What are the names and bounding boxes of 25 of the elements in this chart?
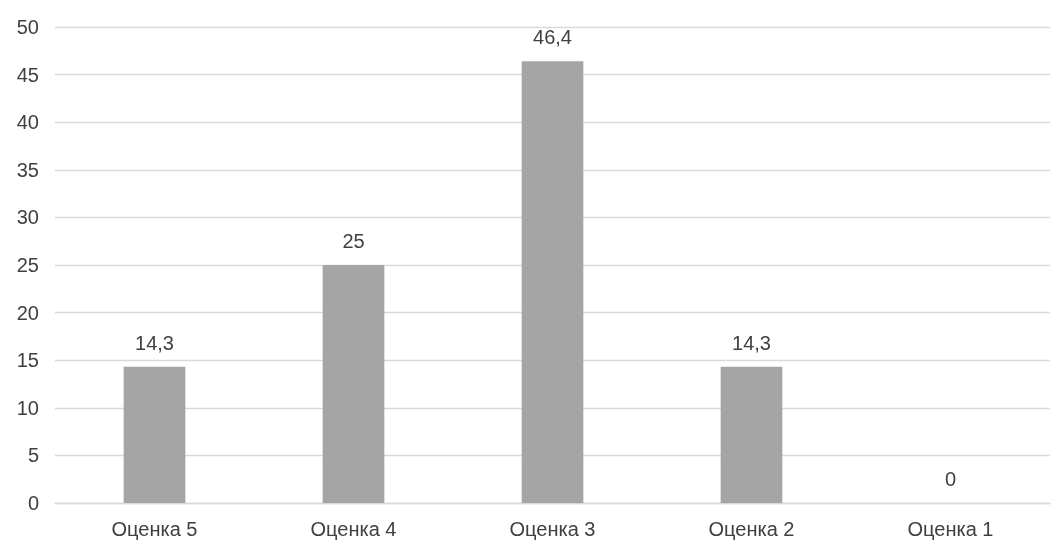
bar (521, 61, 584, 503)
bar (322, 265, 385, 503)
y-tick-label: 25 (16, 254, 39, 276)
data-label: 14,3 (135, 331, 174, 354)
x-tick-label: Оценка 5 (111, 518, 198, 540)
y-tick-label: 35 (16, 158, 39, 181)
y-tick-label: 45 (16, 63, 39, 86)
data-label: 14,3 (732, 331, 771, 354)
y-tick-label: 10 (16, 396, 39, 419)
y-tick-label: 40 (16, 111, 39, 134)
x-tick-label: Оценка 3 (509, 518, 596, 540)
bar (720, 366, 783, 503)
y-tick-label: 0 (27, 492, 39, 514)
y-tick-label: 50 (16, 16, 39, 38)
data-label: 25 (342, 230, 365, 252)
y-tick-label: 30 (16, 206, 39, 229)
data-label: 46,4 (533, 26, 572, 49)
data-label: 0 (944, 468, 957, 490)
y-tick-label: 20 (16, 301, 39, 324)
y-tick-label: 15 (16, 349, 39, 372)
y-tick-label: 5 (27, 444, 39, 467)
x-tick-label: Оценка 1 (907, 518, 994, 540)
bar (123, 366, 186, 503)
x-tick-label: Оценка 4 (310, 518, 397, 540)
x-tick-label: Оценка 2 (708, 518, 795, 540)
